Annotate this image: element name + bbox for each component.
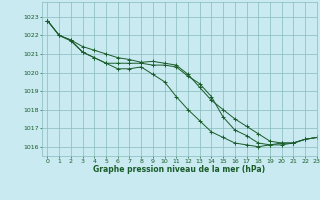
X-axis label: Graphe pression niveau de la mer (hPa): Graphe pression niveau de la mer (hPa) — [93, 165, 265, 174]
